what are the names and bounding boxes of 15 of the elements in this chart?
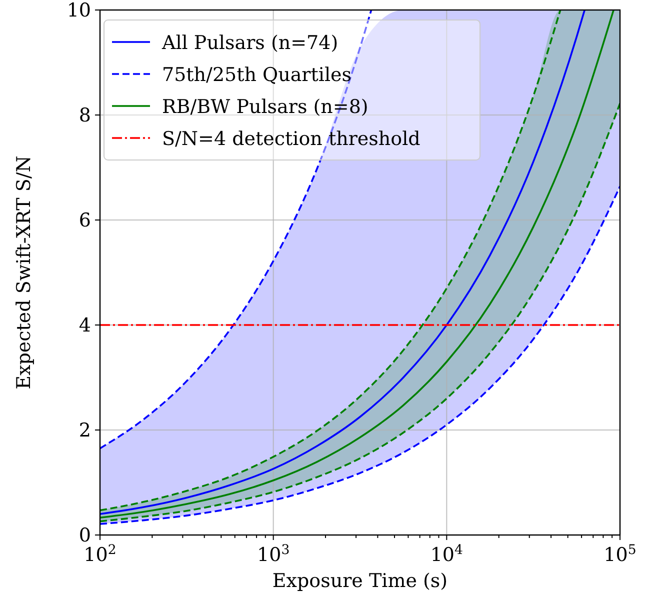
x-tick-label: 10$^{3}$ [257, 542, 290, 566]
y-axis-title: Expected Swift-XRT S/N [13, 156, 35, 390]
legend-label: All Pulsars (n=74) [161, 32, 338, 54]
legend-label: S/N=4 detection threshold [162, 128, 420, 150]
line-series [100, 186, 620, 525]
y-tick-label: 6 [78, 210, 91, 232]
y-tick-label: 4 [78, 314, 91, 336]
y-tick-label: 10 [66, 0, 91, 22]
legend-label: RB/BW Pulsars (n=8) [162, 96, 368, 118]
x-tick-label: 10$^{5}$ [604, 542, 636, 566]
x-axis-title: Exposure Time (s) [272, 570, 448, 592]
y-tick-label: 2 [78, 420, 91, 442]
legend-label: 75th/25th Quartiles [162, 64, 352, 86]
y-tick-label: 8 [78, 104, 91, 126]
x-tick-label: 10$^{4}$ [430, 542, 463, 566]
